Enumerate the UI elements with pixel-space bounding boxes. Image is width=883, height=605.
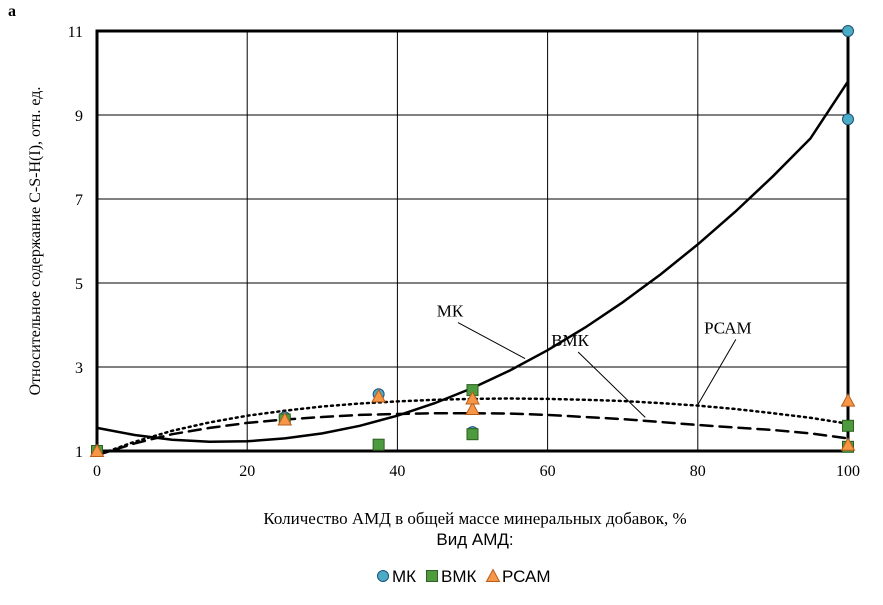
y-tick-label-4: 9: [75, 108, 83, 125]
y-tick-label-5: 11: [68, 24, 83, 41]
marker-series1-2: [372, 438, 385, 451]
y-tick-label-1: 3: [75, 360, 83, 377]
y-tick-label-3: 7: [75, 192, 83, 209]
legend-title: Вид АМД:: [436, 530, 513, 549]
annotations: МК ВМК РСАМ: [437, 302, 752, 418]
annotation-label-1: ВМК: [551, 331, 589, 350]
legend-label-2: РСАМ: [502, 567, 551, 586]
trendline-2: [95, 397, 850, 457]
marker-series2-1: [277, 411, 293, 426]
tick-labels: 0 20 40 60 80 100 1 3 5 7 9 11: [68, 24, 860, 480]
annotation-leader-1: [577, 351, 646, 418]
marker-series2-4: [465, 390, 480, 405]
x-tick-label-5: 100: [836, 463, 860, 480]
marker-series2-0: [89, 443, 105, 457]
legend: МК ВМК РСАМ: [377, 567, 551, 586]
marker-series2-3: [465, 401, 480, 415]
marker-series2-2: [371, 388, 386, 403]
legend-marker-0: [377, 570, 389, 582]
annotation-leader-2: [697, 339, 737, 406]
annotation-label-0: МК: [437, 302, 464, 321]
marker-series1-3: [466, 428, 479, 441]
panel-label: a: [8, 3, 16, 20]
marker-series1-5: [842, 419, 854, 432]
grid: [95, 29, 850, 453]
x-tick-label-0: 0: [93, 463, 101, 480]
legend-marker-2: [485, 568, 501, 582]
y-tick-label-0: 1: [75, 444, 83, 461]
x-tick-label-2: 40: [389, 463, 405, 480]
marker-series2-5: [840, 393, 856, 407]
x-tick-label-4: 80: [690, 463, 706, 480]
y-tick-label-2: 5: [75, 276, 83, 293]
legend-label-0: МК: [392, 567, 416, 586]
plot-frame: [95, 29, 850, 453]
x-axis-label: Количество АМД в общей массе минеральных…: [263, 509, 686, 528]
marker-series2-6: [840, 437, 856, 451]
marker-series0-5: [842, 25, 854, 37]
annotation-leader-0: [457, 322, 526, 360]
legend-label-1: ВМК: [441, 567, 477, 586]
x-tick-label-1: 20: [239, 463, 255, 480]
y-axis-label: Относительное содержание C-S-H(I), отн. …: [27, 87, 44, 396]
data-markers: [89, 25, 856, 457]
legend-marker-1: [426, 570, 438, 582]
x-tick-label-3: 60: [540, 463, 556, 480]
marker-series0-4: [842, 113, 854, 126]
annotation-label-2: РСАМ: [704, 318, 752, 337]
